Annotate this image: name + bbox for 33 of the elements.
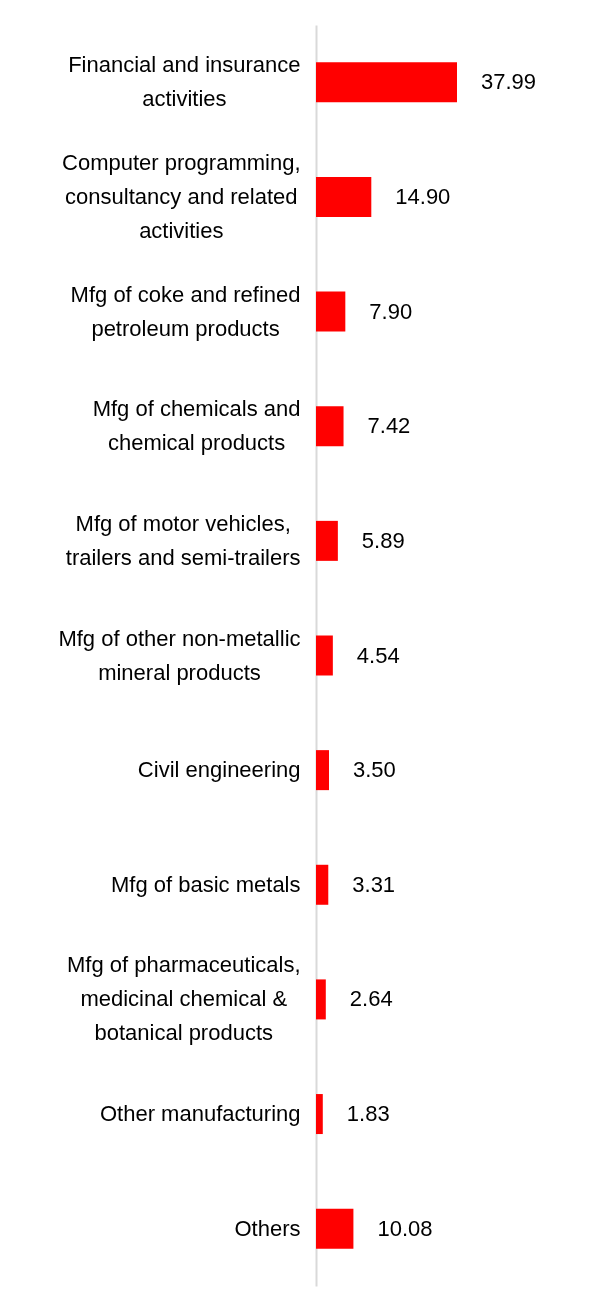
y-tick-label: Mfg of pharmaceuticals, medicinal chemical & botanical products [66,952,301,1046]
bar [316,406,344,447]
y-tick-label: Civil engineering [137,757,301,783]
data-label: 3.50 [352,757,396,783]
data-label: 37.99 [481,69,537,95]
bar [316,176,372,217]
bar [316,62,457,103]
data-label: 10.08 [377,1215,433,1241]
bar [316,1208,354,1249]
data-label: 4.54 [356,642,400,668]
y-tick-label: Mfg of basic metals [110,871,301,897]
bar [316,750,329,791]
data-label: 1.83 [346,1101,390,1127]
data-label: 7.90 [369,298,413,324]
y-tick-label: Other manufacturing [99,1101,301,1127]
data-label: 7.42 [367,413,411,439]
bar [316,1094,323,1135]
bar [316,864,329,905]
y-tick-label: Mfg of chemicals and chemical products [92,396,301,456]
bar [316,291,346,332]
bar [316,635,333,676]
y-tick-label: Mfg of other non-metallic mineral products [58,625,301,685]
y-tick-label: Others [234,1215,301,1241]
data-label: 14.90 [395,183,451,209]
bar [316,979,326,1020]
data-label: 3.31 [352,871,396,897]
data-label: 5.89 [361,527,405,553]
y-tick-label: Financial and insurance activities [68,52,301,112]
y-tick-label: Computer programming, consultancy and related activities [62,149,301,243]
data-label: 2.64 [349,986,393,1012]
bar [316,520,338,561]
y-tick-label: Mfg of motor vehicles, trailers and semi-trailers [65,510,301,570]
y-tick-label: Mfg of coke and refined petroleum products [70,281,301,341]
